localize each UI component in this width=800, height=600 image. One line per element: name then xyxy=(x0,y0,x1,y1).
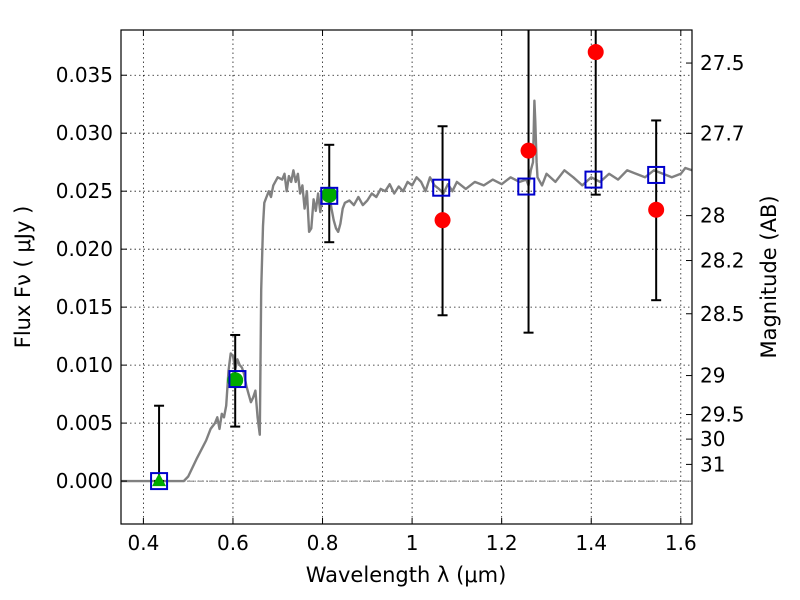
x-tick-label: 0.4 xyxy=(127,531,159,555)
y-tick-label: 0.005 xyxy=(56,411,113,435)
y-tick-label: 0.025 xyxy=(56,179,113,203)
observed-point xyxy=(648,201,665,218)
y-right-tick-label: 31 xyxy=(700,452,725,476)
y-tick-label: 0.020 xyxy=(56,237,113,261)
x-tick-label: 1.2 xyxy=(486,531,518,555)
x-tick-label: 0.8 xyxy=(307,531,339,555)
y-tick-label: 0.000 xyxy=(56,469,113,493)
observed-point xyxy=(520,142,537,159)
y-tick-label: 0.015 xyxy=(56,295,113,319)
x-tick-label: 0.6 xyxy=(217,531,249,555)
y-right-tick-label: 28 xyxy=(700,204,725,228)
x-tick-label: 1.4 xyxy=(575,531,607,555)
y-right-tick-label: 30 xyxy=(700,427,725,451)
x-axis-title: Wavelength λ (μm) xyxy=(306,563,507,587)
observed-point xyxy=(227,372,244,389)
plot-frame xyxy=(120,29,693,525)
error-bars-layer xyxy=(154,30,662,483)
y-axis-title: Flux Fν ( μJy ) xyxy=(11,206,35,349)
y-right-tick-label: 29.5 xyxy=(700,403,745,427)
y-right-tick-label: 27.5 xyxy=(700,51,745,75)
observed-point xyxy=(587,44,604,61)
model-point xyxy=(584,170,603,189)
observed-point xyxy=(321,186,338,203)
y-right-tick-label: 27.7 xyxy=(700,121,745,145)
model-spectrum-line xyxy=(121,99,692,483)
model-point xyxy=(228,370,247,389)
observed-points-layer xyxy=(152,44,665,487)
model-points-layer xyxy=(150,165,666,491)
y-tick-label: 0.030 xyxy=(56,121,113,145)
model-point xyxy=(647,165,666,184)
y-right-tick-label: 28.5 xyxy=(700,302,745,326)
tick-labels: 0.4 0.6 0.8 1 1.2 1.4 1.6 0.000 0.005 0.010 0.015 0… xyxy=(56,51,745,555)
x-tick-label: 1 xyxy=(406,531,419,555)
model-point xyxy=(320,186,339,205)
y-right-axis-title: Magnitude (AB) xyxy=(757,195,781,358)
x-tick-label: 1.6 xyxy=(665,531,697,555)
y-right-tick-label: 28.2 xyxy=(700,249,745,273)
model-point xyxy=(517,177,536,196)
y-right-tick-label: 29 xyxy=(700,364,725,388)
model-spectrum-layer xyxy=(121,99,692,483)
y-tick-label: 0.035 xyxy=(56,63,113,87)
model-point xyxy=(150,472,169,491)
grid xyxy=(121,30,692,524)
y-tick-label: 0.010 xyxy=(56,353,113,377)
observed-point xyxy=(434,212,451,229)
model-point xyxy=(432,178,451,197)
observed-point xyxy=(152,473,167,487)
axis-ticks xyxy=(121,30,692,524)
